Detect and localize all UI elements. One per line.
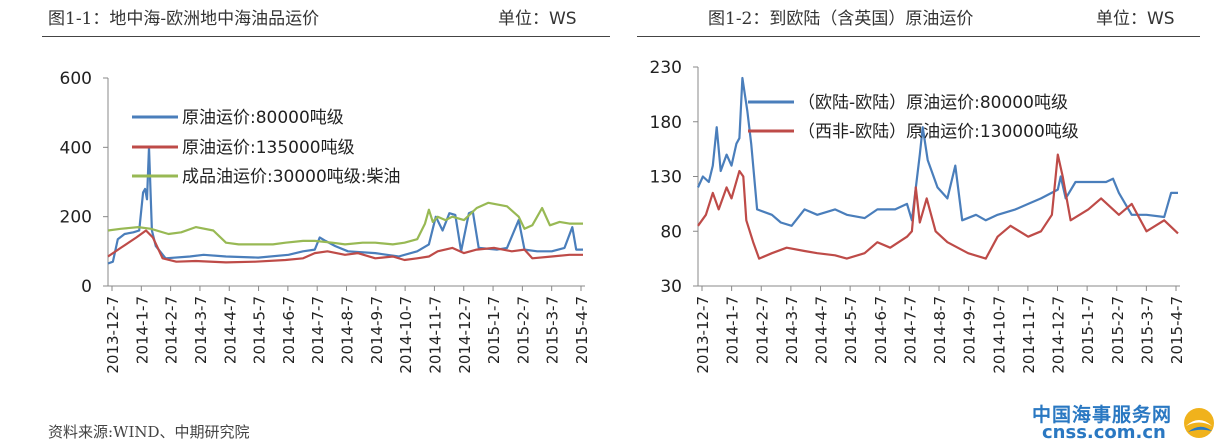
left-chart-title: 图1-1：地中海-欧洲地中海油品运价 xyxy=(48,9,320,29)
x-tick-label: 2015-2-7 xyxy=(1109,296,1127,364)
series-line-2 xyxy=(697,153,1179,260)
watermark-en: cnss.com.cn xyxy=(1042,422,1166,443)
x-tick-label: 2013-12-7 xyxy=(694,296,712,374)
y-tick-label: 230 xyxy=(650,58,682,78)
right-header-rule xyxy=(637,36,1200,37)
y-tick-label: 400 xyxy=(60,138,92,158)
x-tick-label: 2014-8-7 xyxy=(931,296,949,364)
x-tick-label: 2014-4-7 xyxy=(221,296,239,364)
right-chart-unit: 单位：WS xyxy=(1096,9,1175,29)
x-tick-label: 2014-8-7 xyxy=(339,296,357,364)
left-header-rule xyxy=(42,36,610,37)
x-tick-label: 2014-4-7 xyxy=(813,296,831,364)
y-tick-label: 0 xyxy=(81,277,92,297)
source-note: 资料来源:WIND、中期研究院 xyxy=(48,423,250,441)
y-tick-label: 130 xyxy=(650,168,682,188)
y-tick-label: 180 xyxy=(650,113,682,133)
watermark-cn: 中国海事服务网 xyxy=(1032,404,1173,426)
x-tick-label: 2015-3-7 xyxy=(544,296,562,364)
watermark: 中国海事服务网 cnss.com.cn xyxy=(1032,400,1218,445)
legend-label-2: 原油运价:135000吨级 xyxy=(182,138,355,158)
y-tick-label: 80 xyxy=(660,222,682,242)
left-chart-unit: 单位：WS xyxy=(498,9,577,29)
x-tick-label: 2015-4-7 xyxy=(573,296,591,364)
y-tick-label: 30 xyxy=(660,277,682,297)
x-tick-label: 2014-6-7 xyxy=(280,296,298,364)
series-line-1 xyxy=(107,146,583,265)
legend-label-1: 原油运价:80000吨级 xyxy=(182,108,344,128)
legend-label-2: （西非-欧陆）原油运价:130000吨级 xyxy=(798,122,1079,142)
legend-label-3: 成品油运价:30000吨级:柴油 xyxy=(182,167,401,187)
x-tick-label: 2014-1-7 xyxy=(133,296,151,364)
x-tick-label: 2014-1-7 xyxy=(724,296,742,364)
x-tick-label: 2014-3-7 xyxy=(783,296,801,364)
x-tick-label: 2014-2-7 xyxy=(753,296,771,364)
right-chart-title: 图1-2：到欧陆（含英国）原油运价 xyxy=(708,9,974,29)
x-tick-label: 2014-12-7 xyxy=(456,296,474,374)
x-tick-label: 2014-9-7 xyxy=(368,296,386,364)
x-tick-label: 2014-2-7 xyxy=(163,296,181,364)
x-tick-label: 2014-6-7 xyxy=(872,296,890,364)
x-tick-label: 2015-4-7 xyxy=(1168,296,1186,364)
watermark-logo-icon xyxy=(1184,408,1214,438)
x-tick-label: 2015-3-7 xyxy=(1138,296,1156,364)
x-tick-label: 2014-9-7 xyxy=(961,296,979,364)
x-tick-label: 2014-7-7 xyxy=(901,296,919,364)
x-tick-label: 2015-2-7 xyxy=(514,296,532,364)
x-tick-label: 2015-1-7 xyxy=(485,296,503,364)
series-line-3 xyxy=(107,201,583,246)
x-tick-label: 2014-5-7 xyxy=(842,296,860,364)
x-tick-label: 2015-1-7 xyxy=(1079,296,1097,364)
x-tick-label: 2014-11-7 xyxy=(1020,296,1038,374)
x-tick-label: 2014-10-7 xyxy=(397,296,415,374)
x-tick-label: 2014-3-7 xyxy=(192,296,210,364)
x-tick-label: 2013-12-7 xyxy=(104,296,122,374)
legend-label-1: （欧陆-欧陆）原油运价:80000吨级 xyxy=(798,93,1068,113)
x-tick-label: 2014-7-7 xyxy=(309,296,327,364)
x-tick-label: 2014-11-7 xyxy=(426,296,444,374)
x-tick-label: 2014-10-7 xyxy=(990,296,1008,374)
y-tick-label: 200 xyxy=(60,208,92,228)
y-tick-label: 600 xyxy=(60,69,92,89)
x-tick-label: 2014-5-7 xyxy=(251,296,269,364)
series-line-2 xyxy=(107,229,583,264)
x-tick-label: 2014-12-7 xyxy=(1050,296,1068,374)
